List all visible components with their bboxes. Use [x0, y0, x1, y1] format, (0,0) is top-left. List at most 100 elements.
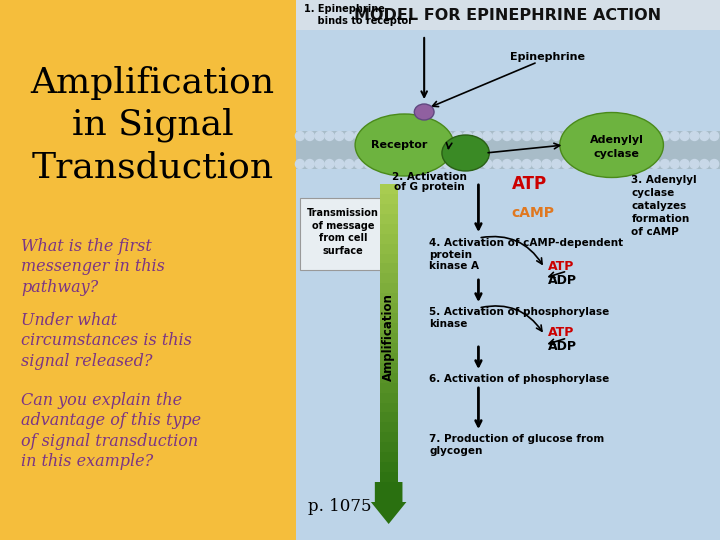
- Circle shape: [404, 159, 413, 168]
- Text: Under what
circumstances is this
signal released?: Under what circumstances is this signal …: [22, 312, 192, 369]
- Circle shape: [325, 132, 334, 140]
- Bar: [379, 383, 397, 394]
- Text: cyclase: cyclase: [631, 188, 675, 198]
- Circle shape: [670, 159, 679, 168]
- Bar: [300, 198, 387, 270]
- Text: Transmission
of message
from cell
surface: Transmission of message from cell surfac…: [307, 208, 379, 255]
- Circle shape: [621, 159, 630, 168]
- Circle shape: [601, 132, 610, 140]
- Ellipse shape: [355, 114, 454, 176]
- Text: 5. Activation of phosphorylase
kinase: 5. Activation of phosphorylase kinase: [429, 307, 609, 329]
- Circle shape: [374, 132, 383, 140]
- Circle shape: [641, 159, 649, 168]
- Text: catalyzes: catalyzes: [631, 201, 687, 211]
- Circle shape: [364, 132, 374, 140]
- Bar: [379, 333, 397, 344]
- Circle shape: [423, 159, 433, 168]
- Circle shape: [680, 132, 689, 140]
- Bar: [379, 373, 397, 383]
- Bar: [379, 353, 397, 364]
- Circle shape: [335, 159, 343, 168]
- Circle shape: [700, 159, 708, 168]
- Bar: [379, 393, 397, 403]
- Circle shape: [651, 132, 660, 140]
- Bar: [379, 433, 397, 443]
- Bar: [379, 452, 397, 463]
- Text: p. 1075: p. 1075: [307, 498, 372, 515]
- Circle shape: [355, 132, 364, 140]
- Circle shape: [444, 159, 452, 168]
- Circle shape: [552, 159, 561, 168]
- Text: of G protein: of G protein: [394, 182, 464, 192]
- Circle shape: [345, 132, 354, 140]
- Bar: [296, 0, 720, 540]
- Circle shape: [384, 159, 393, 168]
- Circle shape: [394, 132, 403, 140]
- Bar: [379, 214, 397, 225]
- Circle shape: [690, 159, 699, 168]
- Bar: [379, 254, 397, 265]
- Text: of cAMP: of cAMP: [631, 227, 679, 237]
- Text: cAMP: cAMP: [511, 206, 554, 220]
- Circle shape: [355, 159, 364, 168]
- Text: Amplification: Amplification: [382, 293, 395, 381]
- Bar: [379, 284, 397, 294]
- Bar: [379, 313, 397, 324]
- Text: 1. Epinephrine
    binds to receptor: 1. Epinephrine binds to receptor: [304, 4, 413, 25]
- Ellipse shape: [560, 112, 663, 178]
- Circle shape: [492, 159, 502, 168]
- Circle shape: [423, 132, 433, 140]
- Circle shape: [522, 159, 531, 168]
- Text: What is the first
messenger in this
pathway?: What is the first messenger in this path…: [22, 238, 166, 295]
- Bar: [379, 413, 397, 423]
- Circle shape: [335, 132, 343, 140]
- Text: Epinephrine: Epinephrine: [510, 52, 585, 62]
- Bar: [379, 211, 397, 482]
- Text: 3. Adenylyl: 3. Adenylyl: [631, 175, 697, 185]
- Bar: [379, 194, 397, 205]
- Circle shape: [364, 159, 374, 168]
- Circle shape: [374, 159, 383, 168]
- Text: MODEL FOR EPINEPHRINE ACTION: MODEL FOR EPINEPHRINE ACTION: [354, 9, 662, 24]
- Text: Can you explain the
advantage of this type
of signal transduction
in this exampl: Can you explain the advantage of this ty…: [22, 392, 202, 470]
- Text: Adenylyl: Adenylyl: [590, 135, 644, 145]
- Circle shape: [305, 132, 314, 140]
- Bar: [379, 442, 397, 453]
- Text: ATP: ATP: [547, 260, 574, 273]
- Circle shape: [513, 132, 521, 140]
- Circle shape: [325, 159, 334, 168]
- Circle shape: [621, 132, 630, 140]
- Bar: [296, 131, 720, 169]
- Circle shape: [454, 132, 462, 140]
- Circle shape: [582, 132, 590, 140]
- Circle shape: [295, 159, 305, 168]
- Circle shape: [611, 132, 620, 140]
- Circle shape: [444, 132, 452, 140]
- Text: cyclase: cyclase: [593, 149, 639, 159]
- Bar: [379, 264, 397, 274]
- Circle shape: [463, 159, 472, 168]
- Circle shape: [532, 132, 541, 140]
- Circle shape: [572, 159, 580, 168]
- Bar: [379, 293, 397, 304]
- Circle shape: [680, 159, 689, 168]
- Text: ATP: ATP: [512, 175, 547, 193]
- Bar: [379, 224, 397, 235]
- Ellipse shape: [442, 135, 490, 171]
- Circle shape: [670, 132, 679, 140]
- Circle shape: [552, 132, 561, 140]
- Circle shape: [660, 132, 670, 140]
- Circle shape: [660, 159, 670, 168]
- Text: 6. Activation of phosphorylase: 6. Activation of phosphorylase: [429, 374, 609, 384]
- Bar: [379, 323, 397, 334]
- Circle shape: [532, 159, 541, 168]
- Circle shape: [463, 132, 472, 140]
- Circle shape: [414, 132, 423, 140]
- Circle shape: [542, 159, 551, 168]
- Circle shape: [295, 132, 305, 140]
- Text: 7. Production of glucose from
glycogen: 7. Production of glucose from glycogen: [429, 434, 604, 456]
- Text: Receptor: Receptor: [372, 140, 428, 150]
- Bar: [379, 363, 397, 374]
- Circle shape: [562, 132, 571, 140]
- Circle shape: [305, 159, 314, 168]
